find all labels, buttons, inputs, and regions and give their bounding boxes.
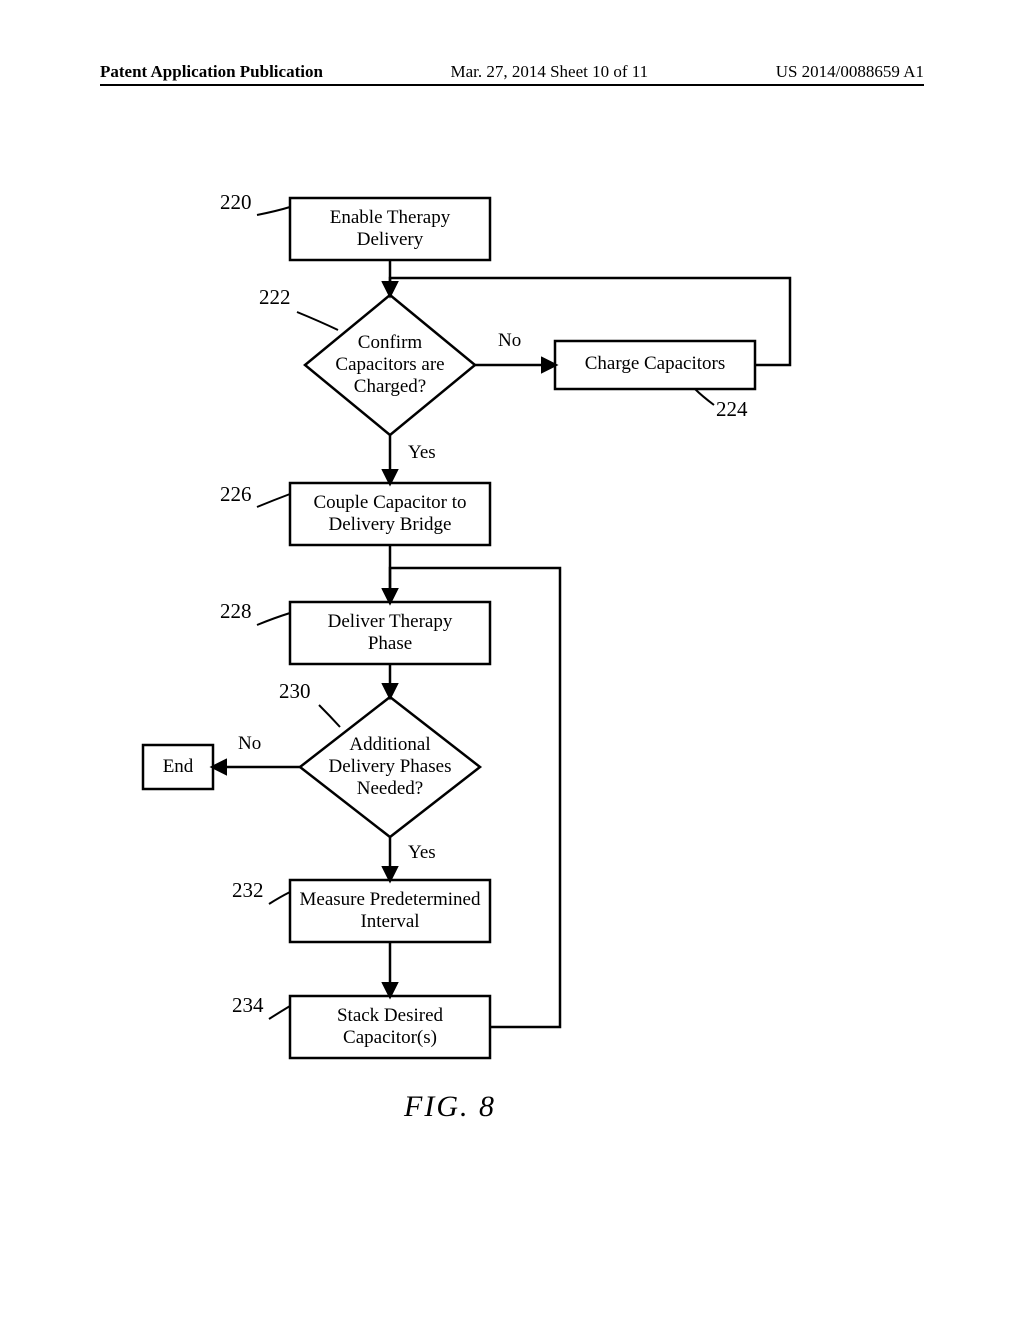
- page: Patent Application Publication Mar. 27, …: [0, 0, 1024, 1320]
- node-charge-caps: Charge Capacitors: [555, 353, 755, 375]
- node-couple-bridge: Couple Capacitor to Delivery Bridge: [290, 492, 490, 536]
- ref-224: 224: [716, 397, 748, 421]
- edge-label-no-2: No: [238, 733, 261, 755]
- node-stack-caps: Stack Desired Capacitor(s): [290, 1005, 490, 1049]
- ref-234: 234: [232, 993, 264, 1017]
- figure-caption: FIG. 8: [350, 1090, 550, 1125]
- node-enable-therapy: Enable Therapy Delivery: [290, 207, 490, 251]
- node-additional-phases: Additional Delivery Phases Needed?: [300, 734, 480, 800]
- node-measure-interval: Measure Predetermined Interval: [285, 889, 495, 933]
- node-end: End: [143, 756, 213, 778]
- ref-226: 226: [220, 482, 252, 506]
- node-deliver-phase: Deliver Therapy Phase: [290, 611, 490, 655]
- edge-label-yes-1: Yes: [408, 442, 436, 464]
- ref-222: 222: [259, 285, 291, 309]
- ref-228: 228: [220, 599, 252, 623]
- node-confirm-charged: Confirm Capacitors are Charged?: [305, 332, 475, 398]
- ref-220: 220: [220, 190, 252, 214]
- ref-230: 230: [279, 679, 311, 703]
- edge-label-yes-2: Yes: [408, 842, 436, 864]
- ref-232: 232: [232, 878, 264, 902]
- edge-label-no-1: No: [498, 330, 521, 352]
